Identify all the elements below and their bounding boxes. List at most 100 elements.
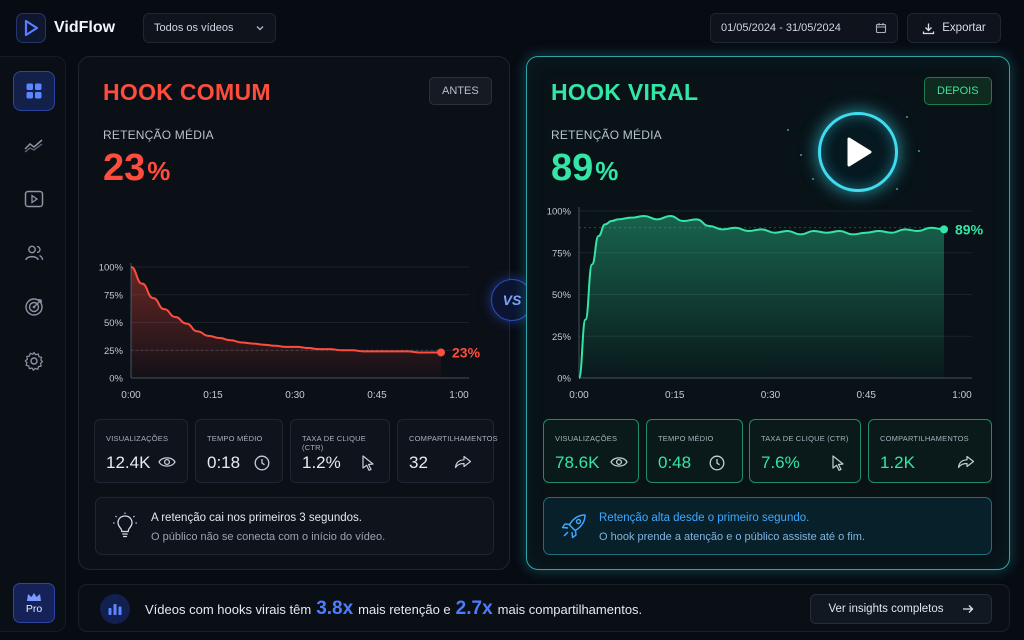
- eye-icon: [610, 457, 628, 467]
- right-panel-viral-hook: HOOK VIRAL DEPOIS RETENÇÃO MÉDIA 89% 0% 2…: [526, 56, 1010, 570]
- y-tick-label: 0%: [557, 374, 571, 385]
- summary-prefix: Vídeos com hooks virais têm: [145, 602, 312, 617]
- app-name: VidFlow: [54, 19, 116, 36]
- sparkle-dot: [906, 116, 908, 118]
- summary-bar: Vídeos com hooks virais têm 3.8x mais re…: [78, 584, 1010, 632]
- arrow-right-icon: [962, 605, 973, 613]
- video-icon: [24, 190, 44, 208]
- download-icon: [923, 23, 935, 34]
- cursor-icon: [832, 455, 844, 471]
- sidebar-item-trends[interactable]: [13, 125, 55, 165]
- sparkle-dot: [787, 129, 789, 131]
- right-retention-chart: 0% 25% 50% 75% 100% 0:00 0:15 0:30 0:45 1:00 89%: [547, 207, 984, 402]
- export-button[interactable]: Exportar: [907, 13, 1001, 43]
- after-badge: DEPOIS: [924, 77, 992, 105]
- retention-multiplier: 3.8x: [316, 598, 354, 619]
- video-filter-select[interactable]: Todos os vídeos: [143, 13, 276, 43]
- summary-suffix: mais compartilhamentos.: [497, 602, 643, 617]
- left-stat-ctr: TAXA DE CLIQUE (CTR) 1.2%: [290, 419, 390, 483]
- cursor-icon: [362, 455, 374, 471]
- y-tick-label: 0%: [109, 374, 123, 385]
- sidebar-item-settings[interactable]: [13, 341, 55, 381]
- right-stat-avg-time: TEMPO MÉDIO 0:48: [646, 419, 743, 483]
- sidebar-item-videos[interactable]: [13, 179, 55, 219]
- sidebar-item-audience[interactable]: [13, 233, 55, 273]
- export-label: Exportar: [942, 22, 986, 34]
- left-insight-text: O público não se conecta com o início do…: [151, 531, 386, 543]
- crown-icon: [27, 592, 41, 601]
- retention-line: [130, 266, 441, 354]
- retention-line: [578, 215, 945, 379]
- stat-label: VISUALIZAÇÕES: [106, 434, 169, 443]
- trend-icon: [24, 139, 43, 153]
- x-tick-label: 0:45: [367, 390, 387, 401]
- x-tick-label: 0:15: [203, 390, 223, 401]
- right-stat-shares: COMPARTILHAMENTOS 1.2K: [868, 419, 992, 483]
- left-panel-common-hook: HOOK COMUM ANTES RETENÇÃO MÉDIA 23% 0% 25…: [78, 56, 510, 570]
- shares-multiplier: 2.7x: [455, 598, 493, 619]
- right-metric-unit: %: [595, 156, 619, 186]
- x-tick-label: 1:00: [449, 390, 469, 401]
- view-insights-button[interactable]: Ver insights completos: [810, 594, 992, 624]
- play-button[interactable]: [818, 112, 898, 192]
- y-tick-label: 25%: [104, 346, 124, 357]
- sidebar-item-dashboard[interactable]: [13, 71, 55, 111]
- summary-middle: mais retenção e: [358, 602, 451, 617]
- date-range-picker[interactable]: 01/05/2024 - 31/05/2024: [710, 13, 898, 43]
- calendar-icon: [875, 23, 887, 34]
- rocket-icon: [561, 514, 586, 539]
- stat-label: TAXA DE CLIQUE (CTR): [302, 434, 366, 452]
- stat-value: 0:48: [658, 453, 692, 472]
- right-metric-value: 89%: [551, 147, 618, 190]
- app-logo[interactable]: VidFlow: [16, 13, 115, 43]
- top-bar: VidFlow Todos os vídeos 01/05/2024 - 31/…: [0, 0, 1024, 56]
- play-logo-icon: [16, 13, 46, 43]
- retention-area: [131, 267, 441, 378]
- left-retention-chart: 0% 25% 50% 75% 100% 0:00 0:15 0:30 0:45 1:00 23%: [99, 263, 481, 402]
- stat-label: TEMPO MÉDIO: [658, 434, 714, 443]
- chevron-down-icon: [256, 26, 264, 31]
- eye-icon: [158, 457, 176, 467]
- x-tick-label: 0:30: [285, 390, 305, 401]
- y-tick-label: 75%: [104, 290, 124, 301]
- left-metric-label: RETENÇÃO MÉDIA: [103, 128, 214, 142]
- y-tick-label: 50%: [552, 290, 572, 301]
- before-badge: ANTES: [429, 77, 492, 105]
- x-tick-label: 0:15: [665, 390, 685, 401]
- stat-value: 1.2K: [880, 453, 915, 472]
- gear-icon: [24, 351, 44, 371]
- stat-value: 0:18: [207, 453, 241, 472]
- right-stat-ctr: TAXA DE CLIQUE (CTR) 7.6%: [749, 419, 861, 483]
- bar-chart-icon: [100, 594, 130, 624]
- right-insight-title: Retenção alta desde o primeiro segundo.: [599, 512, 810, 524]
- pro-badge[interactable]: Pro: [13, 583, 55, 623]
- right-metric-label: RETENÇÃO MÉDIA: [551, 128, 662, 142]
- left-stat-avg-time: TEMPO MÉDIO 0:18: [195, 419, 283, 483]
- left-metric-unit: %: [147, 156, 171, 186]
- share-icon: [957, 455, 975, 469]
- stat-value: 7.6%: [761, 453, 800, 472]
- clock-icon: [709, 455, 725, 471]
- stat-value: 32: [409, 453, 428, 472]
- y-tick-label: 100%: [99, 263, 124, 274]
- sidebar-item-goals[interactable]: [13, 287, 55, 327]
- play-icon: [847, 137, 872, 167]
- stat-label: VISUALIZAÇÕES: [555, 434, 618, 443]
- users-icon: [25, 245, 44, 261]
- stat-value: 12.4K: [106, 453, 151, 472]
- target-icon: [25, 298, 43, 316]
- sidebar: Pro: [0, 56, 66, 632]
- retention-area: [579, 216, 944, 378]
- left-stat-views: VISUALIZAÇÕES 12.4K: [94, 419, 188, 483]
- end-value-label: 23%: [452, 344, 481, 360]
- stat-value: 78.6K: [555, 453, 600, 472]
- y-tick-label: 50%: [104, 318, 124, 329]
- right-metric-number: 89: [551, 147, 594, 189]
- right-insight-box: Retenção alta desde o primeiro segundo. …: [543, 497, 992, 555]
- right-stat-views: VISUALIZAÇÕES 78.6K: [543, 419, 639, 483]
- right-insight-text: O hook prende a atenção e o público assi…: [599, 531, 865, 543]
- left-metric-number: 23: [103, 147, 146, 189]
- stat-label: COMPARTILHAMENTOS: [880, 434, 969, 443]
- share-icon: [454, 455, 472, 469]
- right-panel-title: HOOK VIRAL: [551, 79, 699, 105]
